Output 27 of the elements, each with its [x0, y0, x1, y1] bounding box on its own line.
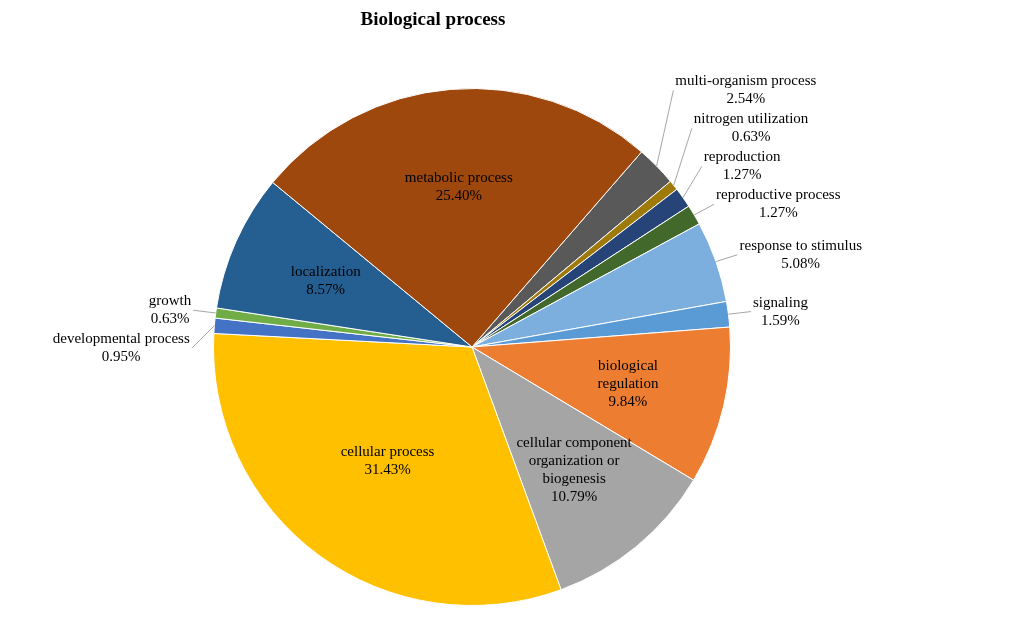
data-label: 2.54%	[726, 90, 766, 107]
data-label: 1.27%	[758, 204, 798, 221]
slice-label: reproductive process	[715, 186, 841, 203]
slice-label: localization	[290, 263, 362, 280]
data-label: 0.95%	[101, 348, 141, 365]
slice-label: metabolic process	[404, 169, 513, 186]
data-label: 1.59%	[761, 311, 800, 328]
data-label: 0.63%	[150, 310, 190, 327]
data-label: 1.27%	[722, 166, 762, 183]
slice-label: reproduction	[703, 148, 781, 165]
slice-label: response to stimulus	[739, 236, 863, 253]
slice-label: growth	[148, 292, 192, 309]
data-label: 25.40%	[435, 187, 482, 204]
slice-label: cellular process	[340, 443, 435, 460]
data-label: 31.43%	[364, 461, 411, 478]
slice-label: developmental process	[52, 330, 190, 347]
data-label: 10.79%	[550, 488, 598, 505]
data-label: 8.57%	[306, 281, 346, 298]
slice-label: nitrogen utilization	[693, 110, 809, 127]
slice-label: biological regulation	[597, 356, 659, 391]
data-label: 9.84%	[608, 392, 648, 409]
slice-label: cellular component organization or biogenesis	[516, 434, 633, 487]
slice-label: multi-organism process	[675, 72, 817, 89]
slice-label: signaling	[752, 293, 809, 310]
data-label: 0.63%	[731, 128, 771, 145]
data-label: 5.08%	[781, 254, 821, 271]
chart-title: Biological process	[360, 7, 506, 29]
